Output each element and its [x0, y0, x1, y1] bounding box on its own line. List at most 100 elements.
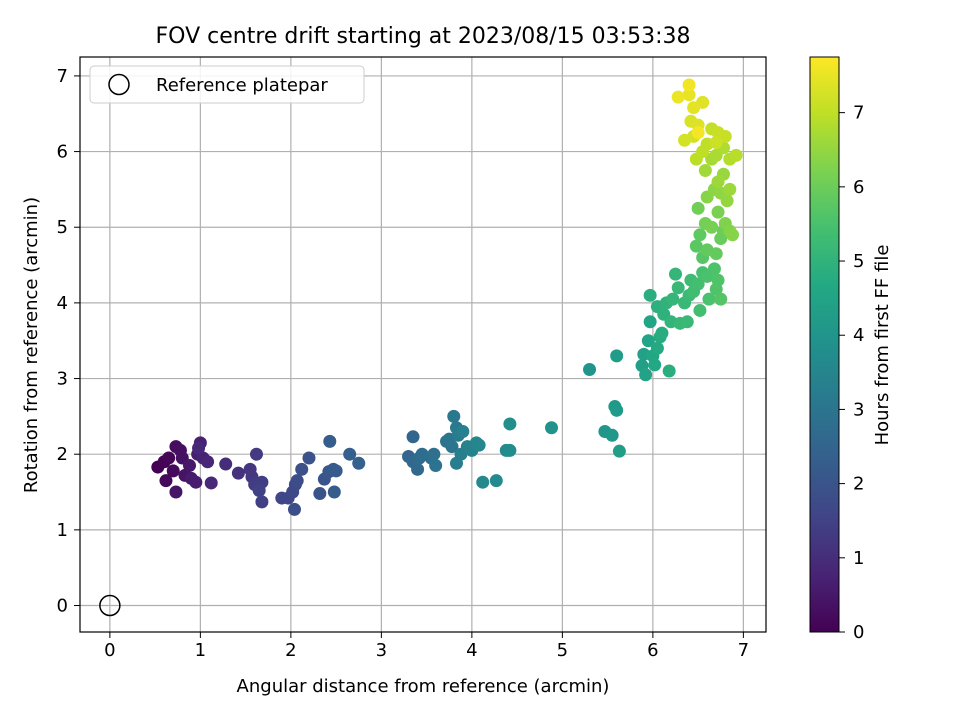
data-point: [583, 362, 597, 376]
data-point: [720, 194, 734, 208]
y-tick-label: 5: [57, 217, 68, 238]
data-point: [302, 451, 316, 465]
data-point: [666, 292, 680, 306]
data-point: [610, 403, 624, 417]
data-point: [668, 267, 682, 281]
data-point: [476, 475, 490, 489]
data-point: [192, 441, 206, 455]
data-point: [711, 273, 725, 287]
data-point: [610, 349, 624, 363]
x-tick-label: 6: [647, 640, 658, 661]
colorbar-tick-label: 3: [853, 399, 864, 420]
data-point: [726, 228, 740, 242]
data-point: [503, 417, 517, 431]
data-point: [682, 88, 696, 102]
data-point: [429, 459, 443, 473]
data-point: [329, 464, 343, 478]
data-point: [643, 315, 657, 329]
colorbar-ticks: 0 1 2 3 4 5 6 7: [839, 103, 864, 643]
data-point: [343, 447, 357, 461]
data-point: [327, 485, 341, 499]
data-point: [671, 90, 685, 104]
data-point: [709, 135, 723, 149]
plot-area: [79, 56, 767, 633]
data-point: [295, 462, 309, 476]
data-point: [689, 239, 703, 253]
colorbar-tick-label: 4: [853, 325, 864, 346]
data-point: [671, 281, 685, 295]
data-point: [201, 455, 215, 469]
data-point: [711, 205, 725, 219]
colorbar-tick-label: 6: [853, 177, 864, 198]
data-point: [687, 101, 701, 115]
data-point: [204, 476, 218, 490]
data-point: [231, 466, 245, 480]
data-point: [503, 443, 517, 457]
y-tick-label: 6: [57, 142, 68, 163]
data-point: [693, 303, 707, 317]
data-point: [641, 334, 655, 348]
data-point: [323, 434, 337, 448]
x-axis: 0 1 2 3 4 5 6 7: [104, 632, 749, 661]
data-point: [489, 474, 503, 488]
data-point: [643, 288, 657, 302]
x-tick-label: 7: [738, 640, 749, 661]
data-point: [456, 425, 470, 439]
data-point: [545, 421, 559, 435]
data-point: [445, 440, 459, 454]
y-axis: 0 1 2 3 4 5 6 7: [57, 66, 80, 617]
data-point: [411, 462, 425, 476]
colorbar-tick-label: 1: [853, 548, 864, 569]
data-point: [472, 438, 486, 452]
x-axis-label: Angular distance from reference (arcmin): [237, 676, 610, 697]
colorbar-tick-label: 5: [853, 251, 864, 272]
chart-title: FOV centre drift starting at 2023/08/15 …: [156, 24, 691, 49]
data-point: [662, 364, 676, 378]
data-point: [612, 444, 626, 458]
data-point: [252, 484, 266, 498]
y-tick-label: 4: [57, 293, 68, 314]
data-point: [249, 447, 263, 461]
reference-marker-group: [99, 594, 121, 617]
data-point: [678, 133, 692, 147]
data-point: [655, 326, 669, 340]
data-point: [166, 464, 180, 478]
data-point: [639, 368, 653, 382]
legend-entry-reference: Reference platepar: [156, 75, 328, 96]
data-point: [255, 495, 269, 509]
data-point: [169, 485, 183, 499]
data-point: [705, 220, 719, 234]
data-point: [313, 487, 327, 501]
data-point: [447, 409, 461, 423]
legend-marker-icon: [108, 73, 130, 96]
colorbar: 0 1 2 3 4 5 6 7 Hours from first FF file: [809, 56, 893, 643]
grid-lines: [80, 57, 766, 632]
data-points: [151, 78, 743, 516]
data-point: [702, 292, 716, 306]
data-point: [709, 247, 723, 261]
data-point: [189, 475, 203, 489]
data-point: [406, 430, 420, 444]
legend-box: [89, 65, 365, 104]
x-tick-label: 3: [376, 640, 387, 661]
data-point: [183, 459, 197, 473]
legend: Reference platepar: [89, 65, 365, 104]
data-point: [648, 358, 662, 372]
data-point: [680, 315, 694, 329]
data-point: [711, 175, 725, 189]
y-axis-label: Rotation from reference (arcmin): [21, 197, 42, 493]
x-tick-label: 5: [557, 640, 568, 661]
colorbar-tick-label: 0: [853, 622, 864, 643]
x-tick-label: 4: [466, 640, 477, 661]
data-point: [159, 474, 173, 488]
data-point: [691, 277, 705, 291]
data-point: [290, 474, 304, 488]
colorbar-tick-label: 7: [853, 103, 864, 124]
data-point: [714, 292, 728, 306]
data-point: [162, 451, 176, 465]
data-point: [427, 447, 441, 461]
colorbar-gradient: [809, 56, 840, 633]
data-point: [605, 428, 619, 442]
data-point: [682, 78, 696, 92]
